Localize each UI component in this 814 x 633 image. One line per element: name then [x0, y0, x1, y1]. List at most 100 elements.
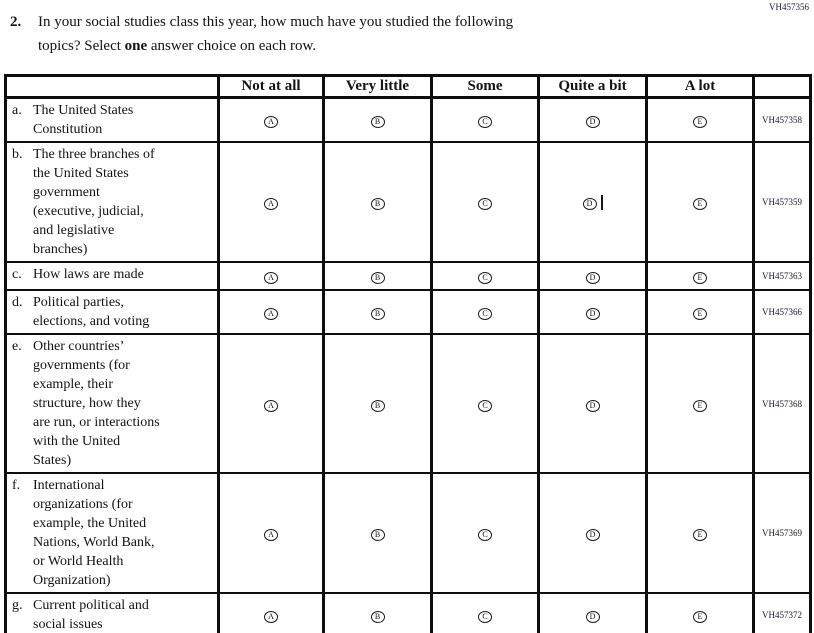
option-bubble-b[interactable]: B: [370, 272, 385, 284]
option-cell-c: C: [430, 333, 540, 474]
row-letter: f.: [12, 478, 21, 493]
row-accession-code: VH457368: [752, 333, 812, 474]
option-cell-a: A: [217, 96, 325, 143]
option-bubble-d[interactable]: D: [582, 198, 597, 210]
option-cell-c: C: [430, 592, 540, 633]
answer-matrix-table: Not at all Very little Some Quite a bit …: [4, 74, 812, 633]
topic-header-cell: [4, 74, 220, 99]
question-line-1: In your social studies class this year, …: [38, 14, 514, 30]
option-bubble-b[interactable]: B: [370, 399, 385, 412]
option-bubble-e[interactable]: E: [693, 272, 707, 284]
row-topic: Other countries’ governments (for exampl…: [33, 339, 160, 468]
option-bubble-c[interactable]: C: [478, 529, 492, 541]
option-bubble-e[interactable]: E: [693, 308, 707, 320]
option-cell-e: E: [645, 96, 755, 143]
option-bubble-c[interactable]: C: [478, 198, 492, 210]
row-accession-code: VH457363: [752, 261, 812, 291]
option-cell-c: C: [430, 289, 540, 335]
row-letter: d.: [12, 295, 23, 310]
page-accession-code: VH457356: [769, 2, 809, 12]
option-cell-a: A: [217, 261, 325, 291]
option-bubble-a[interactable]: A: [264, 198, 278, 210]
option-cell-e: E: [645, 472, 755, 594]
option-bubble-d[interactable]: D: [585, 399, 600, 412]
option-bubble-a[interactable]: A: [264, 399, 278, 412]
option-bubble-e[interactable]: E: [693, 529, 707, 541]
option-bubble-b[interactable]: B: [370, 529, 385, 541]
question-number: 2.: [10, 14, 22, 30]
option-bubble-b[interactable]: B: [370, 611, 385, 623]
option-bubble-a[interactable]: A: [264, 529, 278, 541]
option-bubble-d[interactable]: D: [585, 308, 600, 320]
table-row-f: f. International organizations (for exam…: [4, 472, 812, 594]
option-bubble-d[interactable]: D: [585, 272, 600, 284]
option-cell-d: D: [537, 472, 648, 594]
option-bubble-e[interactable]: E: [693, 116, 707, 128]
row-letter: a.: [12, 103, 22, 118]
option-bubble-c[interactable]: C: [478, 116, 492, 128]
question-text: In your social studies class this year, …: [38, 10, 700, 58]
option-bubble-b[interactable]: B: [370, 308, 385, 320]
row-topic: The three branches of the United States …: [33, 147, 155, 257]
row-topic: The United States Constitution: [33, 103, 134, 137]
option-bubble-d[interactable]: D: [585, 611, 600, 623]
question-bold-word: one: [124, 38, 148, 54]
option-bubble-e[interactable]: E: [693, 198, 707, 210]
row-topic-cell: g. Current political and social issues: [4, 592, 220, 633]
option-cell-e: E: [645, 592, 755, 633]
option-bubble-c[interactable]: C: [478, 272, 492, 284]
option-cell-c: C: [430, 472, 540, 594]
option-cell-a: A: [217, 592, 325, 633]
option-cell-e: E: [645, 141, 755, 263]
column-header-not-at-all: Not at all: [217, 74, 325, 99]
option-cell-d: D: [537, 261, 648, 291]
table-row-a: a. The United States Constitution A B C …: [4, 96, 812, 143]
row-topic-cell: d. Political parties, elections, and vot…: [4, 289, 220, 335]
code-header-cell: [752, 74, 812, 99]
option-cell-c: C: [430, 96, 540, 143]
row-letter: e.: [12, 339, 22, 354]
row-topic-cell: b. The three branches of the United Stat…: [4, 141, 220, 263]
option-cell-d: D: [537, 289, 648, 335]
option-bubble-b[interactable]: B: [370, 198, 385, 210]
question-line-2: topics? Select one answer choice on each…: [38, 38, 317, 54]
option-cell-e: E: [645, 333, 755, 474]
row-topic: International organizations (for example…: [33, 478, 155, 588]
option-cell-b: B: [322, 96, 433, 143]
text-cursor: [600, 194, 603, 210]
option-bubble-c[interactable]: C: [478, 611, 492, 623]
option-bubble-e[interactable]: E: [693, 611, 707, 623]
option-cell-b: B: [322, 333, 433, 474]
option-bubble-a[interactable]: A: [264, 611, 278, 623]
option-bubble-b[interactable]: B: [370, 116, 385, 128]
option-cell-b: B: [322, 472, 433, 594]
table-row-b: b. The three branches of the United Stat…: [4, 141, 812, 263]
option-bubble-c[interactable]: C: [478, 399, 492, 412]
column-header-a-lot: A lot: [645, 74, 755, 99]
row-topic: Political parties, elections, and voting: [33, 295, 150, 329]
option-cell-d: D: [537, 96, 648, 143]
option-bubble-c[interactable]: C: [478, 308, 492, 320]
option-bubble-a[interactable]: A: [264, 308, 278, 320]
option-cell-d: D: [537, 141, 648, 263]
row-topic: Current political and social issues: [33, 598, 149, 632]
option-bubble-d[interactable]: D: [585, 116, 600, 128]
row-topic-cell: c. How laws are made: [4, 261, 220, 291]
column-header-quite-a-bit: Quite a bit: [537, 74, 648, 99]
option-bubble-a[interactable]: A: [264, 272, 278, 284]
option-cell-e: E: [645, 289, 755, 335]
option-bubble-a[interactable]: A: [264, 116, 278, 128]
option-cell-a: A: [217, 289, 325, 335]
row-letter: g.: [12, 598, 23, 613]
row-accession-code: VH457369: [752, 472, 812, 594]
option-bubble-e[interactable]: E: [693, 399, 707, 412]
option-cell-a: A: [217, 333, 325, 474]
option-cell-b: B: [322, 261, 433, 291]
row-letter: c.: [12, 267, 22, 282]
option-bubble-d[interactable]: D: [585, 529, 600, 541]
row-accession-code: VH457366: [752, 289, 812, 335]
row-letter: b.: [12, 147, 23, 162]
column-header-some: Some: [430, 74, 540, 99]
option-cell-d: D: [537, 333, 648, 474]
